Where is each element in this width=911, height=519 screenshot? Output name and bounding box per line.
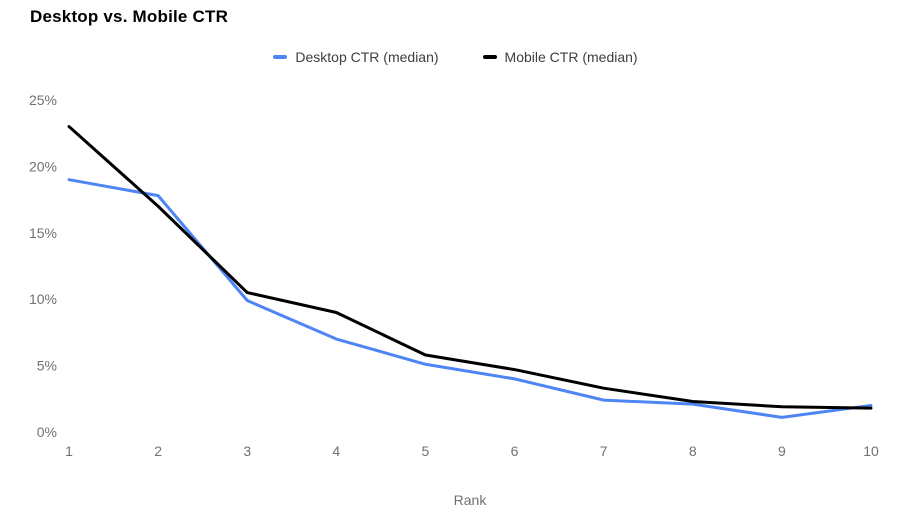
x-tick-label: 4 — [332, 443, 340, 459]
x-tick-label: 1 — [65, 443, 73, 459]
mobile-series-swatch-icon — [482, 55, 497, 59]
x-tick-label: 8 — [689, 443, 697, 459]
y-tick-label: 20% — [29, 158, 57, 174]
x-tick-label: 7 — [600, 443, 608, 459]
legend-item-desktop: Desktop CTR (median) — [273, 49, 439, 65]
x-tick-label: 3 — [243, 443, 251, 459]
y-tick-label: 25% — [29, 92, 57, 108]
y-tick-label: 0% — [37, 424, 57, 440]
legend-label-mobile: Mobile CTR (median) — [504, 49, 638, 65]
legend: Desktop CTR (median) Mobile CTR (median) — [0, 49, 911, 65]
desktop-series-swatch-icon — [273, 55, 288, 59]
y-tick-label: 15% — [29, 225, 57, 241]
x-tick-label: 5 — [422, 443, 430, 459]
x-axis-title: Rank — [454, 492, 488, 508]
x-tick-label: 10 — [863, 443, 879, 459]
x-tick-label: 6 — [511, 443, 519, 459]
legend-label-desktop: Desktop CTR (median) — [295, 49, 439, 65]
series-line-mobile-ctr-median- — [67, 125, 873, 410]
x-tick-label: 2 — [154, 443, 162, 459]
chart-title: Desktop vs. Mobile CTR — [30, 7, 229, 26]
series-line-desktop-ctr-median- — [67, 178, 873, 419]
y-tick-label: 5% — [37, 358, 57, 374]
x-tick-label: 9 — [778, 443, 786, 459]
legend-item-mobile: Mobile CTR (median) — [482, 49, 638, 65]
y-tick-label: 10% — [29, 291, 57, 307]
